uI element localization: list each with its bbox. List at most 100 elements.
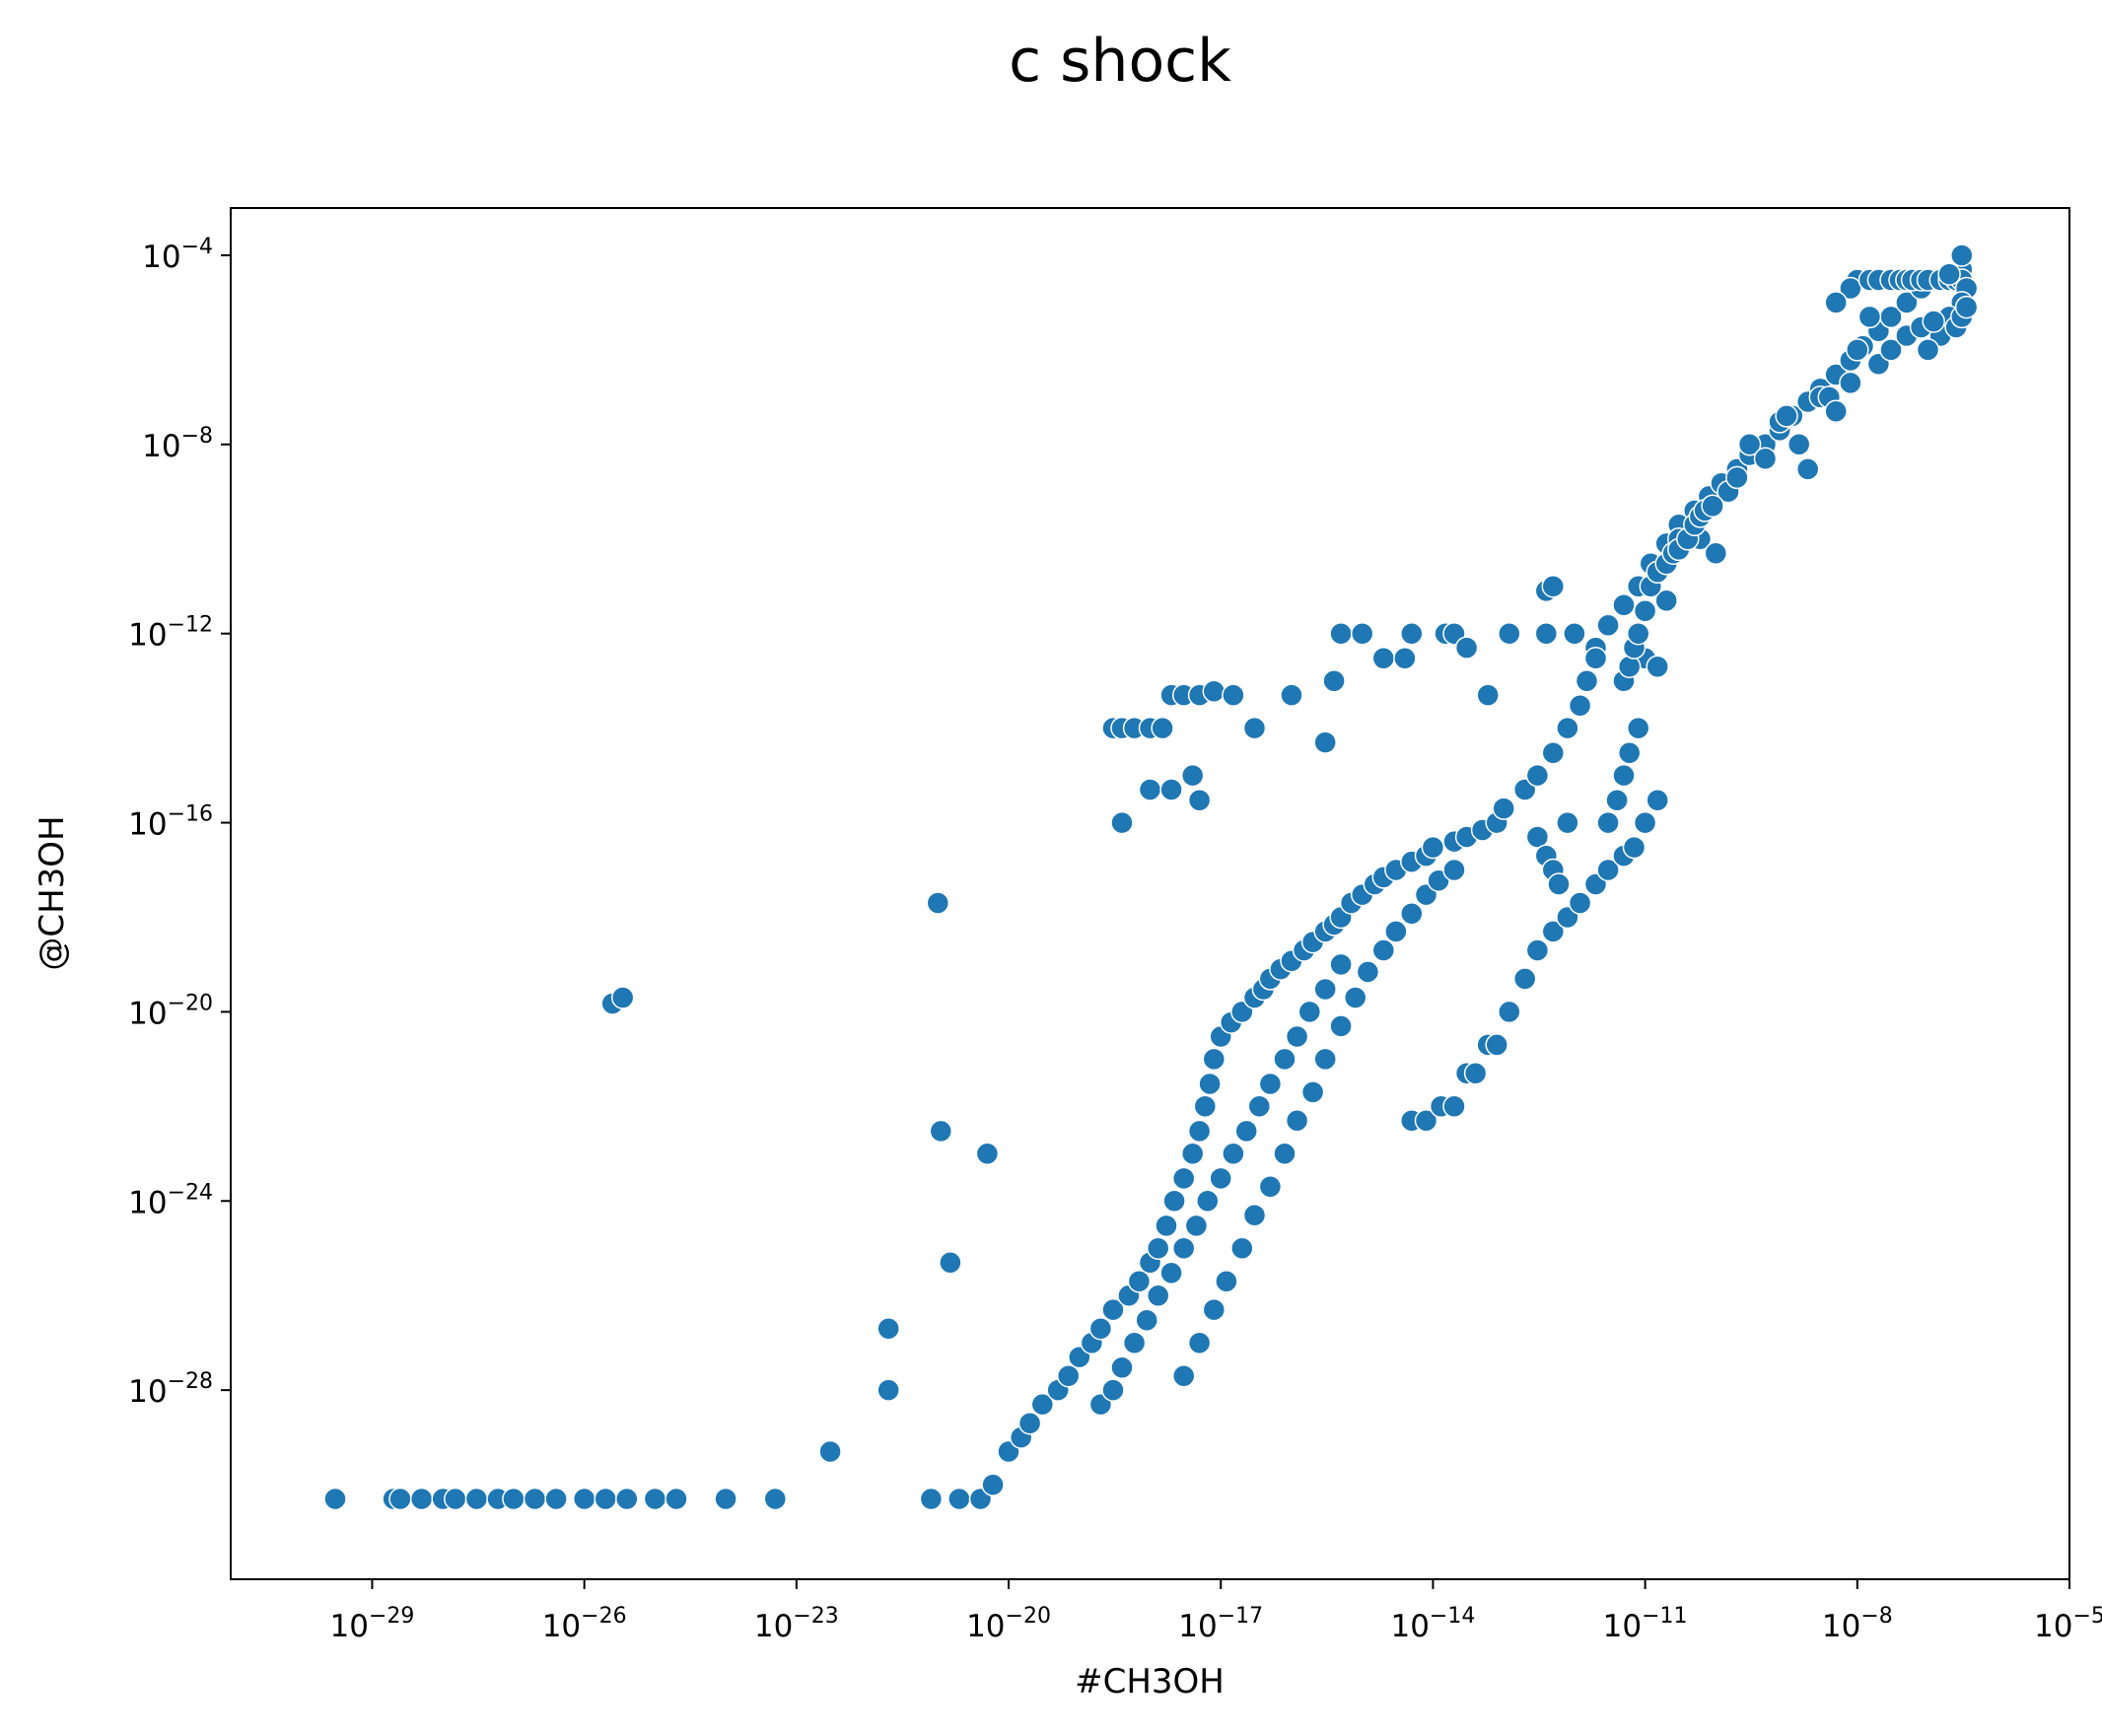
data-point [1258,1072,1283,1096]
data-point [1127,1270,1152,1293]
data-point [1138,778,1162,801]
data-point [1198,1072,1222,1096]
data-point [1313,1047,1337,1072]
data-point [1258,1175,1283,1199]
data-point [1605,788,1629,812]
data-point [1017,1411,1042,1435]
data-point [1626,621,1650,646]
data-point [323,1487,347,1511]
data-point [1895,291,1919,314]
data-point [1350,621,1374,646]
data-point [1617,655,1642,678]
data-point [1922,310,1945,333]
data-point [1234,1119,1258,1144]
data-point [665,1487,688,1511]
data-point [1088,1316,1113,1341]
data-point [502,1487,526,1511]
data-point [1171,1166,1196,1191]
y-tick-label: 10−8 [142,424,213,464]
data-point [1541,740,1566,765]
data-point [1617,740,1642,765]
data-point [947,1487,971,1511]
data-point [1356,960,1380,984]
data-point [1122,1331,1147,1354]
data-point [1568,693,1592,718]
data-point [1556,716,1579,740]
data-point [714,1487,737,1511]
data-point [409,1487,434,1511]
data-point [1202,1047,1226,1072]
data-point [876,1378,900,1402]
data-point [1879,338,1903,362]
data-point [1525,763,1550,788]
points-layer [323,243,1979,1511]
data-point [1285,1024,1309,1049]
x-tick-label: 10−26 [542,1604,627,1644]
data-point [1626,716,1650,740]
data-point [919,1487,944,1511]
y-axis: 10−4 10−8 10−12 10−16 10−20 10−24 10−28 [128,235,231,1410]
chart-title: c shock [1009,27,1231,96]
data-point [1485,1033,1508,1057]
data-point [1222,683,1245,707]
data-point [1654,589,1678,612]
data-point [1612,763,1636,788]
x-tick-label: 10−14 [1390,1604,1475,1644]
x-tick-label: 10−8 [1822,1604,1893,1644]
data-point [1110,810,1134,835]
data-point [1563,621,1586,646]
data-point [610,986,635,1009]
data-point [1463,1062,1488,1085]
data-point [1704,541,1728,565]
data-point [1329,621,1353,646]
data-point [1187,788,1212,812]
data-point [939,1250,962,1275]
data-point [544,1487,568,1511]
data-point [1795,457,1820,481]
data-point [981,1473,1005,1496]
y-tick-label: 10−24 [128,1180,213,1220]
x-tick-label: 10−20 [966,1604,1051,1644]
data-point [1646,655,1669,678]
data-point [1596,613,1620,637]
x-axis: 10−29 10−26 10−23 10−20 10−17 10−14 10−11 10−8 1… [330,1579,2102,1644]
data-point [1230,1236,1254,1260]
data-point [1534,621,1559,646]
data-point [1414,1109,1438,1133]
data-point [1725,465,1749,490]
data-point [1525,825,1550,849]
data-point [1612,593,1636,617]
data-point [1400,621,1424,646]
data-point [1839,371,1862,395]
data-point [1162,1189,1186,1214]
data-point [1492,797,1515,820]
data-point [1313,730,1337,754]
data-point [929,1119,953,1144]
data-point [1839,276,1862,301]
data-point [1180,1142,1205,1166]
data-point [1135,1308,1158,1333]
data-point [1583,647,1608,670]
data-point [1454,636,1479,660]
x-tick-label: 10−5 [2034,1604,2102,1644]
data-point [594,1487,617,1511]
data-point [1954,295,1979,319]
data-point [926,891,950,915]
data-point [1857,305,1882,329]
data-point [464,1487,489,1511]
data-point [643,1487,667,1511]
data-point [1596,810,1620,835]
data-point [1329,952,1353,977]
data-point [1371,647,1396,670]
data-point [1329,1014,1353,1038]
y-axis-label: @CH3OH [33,815,72,970]
x-tick-label: 10−23 [754,1604,839,1644]
data-point [1916,338,1940,362]
plot-frame [230,207,2070,1580]
data-point [1633,810,1657,835]
data-point [1146,1284,1170,1307]
data-point [1701,494,1724,518]
data-point [1187,1331,1212,1354]
data-point [1187,1119,1212,1144]
